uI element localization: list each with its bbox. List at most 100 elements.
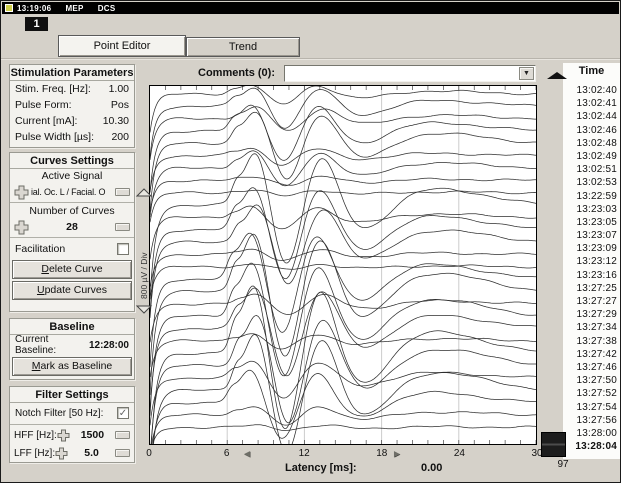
stimulation-parameters-panel: Stimulation Parameters Stim. Freq. [Hz]:…: [9, 64, 135, 148]
time-row[interactable]: 13:28:04: [575, 441, 617, 453]
lff-label: LFF [Hz]:: [14, 447, 56, 459]
time-row[interactable]: 13:23:07: [576, 230, 617, 242]
filter-settings-title: Filter Settings: [10, 387, 134, 403]
divider: [10, 237, 134, 238]
update-curves-button[interactable]: Update Curves: [12, 281, 132, 300]
curve-count-cross-icon[interactable]: [14, 220, 29, 235]
number-of-curves-row: 28: [10, 218, 134, 236]
param-row: Stim. Freq. [Hz]: 1.00: [15, 83, 129, 95]
titlebar: 13:19:06 MEP DCS: [2, 2, 619, 14]
param-row: Current [mA]: 10.30: [15, 115, 129, 127]
scale-arrow-up-icon: [135, 188, 153, 197]
comments-label: Comments (0):: [198, 67, 276, 79]
hff-slider[interactable]: [115, 431, 130, 439]
time-row[interactable]: 13:23:03: [576, 203, 617, 215]
time-row[interactable]: 13:23:05: [576, 216, 617, 228]
time-row[interactable]: 13:27:50: [576, 375, 617, 387]
time-row[interactable]: 13:02:41: [576, 98, 617, 110]
notch-filter-row: Notch Filter [50 Hz]: ✓: [10, 403, 134, 423]
time-row[interactable]: 13:23:09: [576, 243, 617, 255]
x-tick-label: 0: [146, 448, 152, 459]
filter-settings-panel: Filter Settings Notch Filter [50 Hz]: ✓ …: [9, 386, 135, 463]
current-baseline-label: Current Baseline:: [15, 334, 57, 356]
time-row[interactable]: 13:02:49: [576, 150, 617, 162]
x-tick-label: 12: [298, 448, 310, 459]
hff-value: 1500: [80, 429, 105, 441]
trace-plot: [149, 84, 537, 482]
time-column-header: Time: [578, 65, 605, 77]
time-row[interactable]: 13:02:53: [576, 177, 617, 189]
tab-point-editor[interactable]: Point Editor: [58, 35, 186, 57]
latency-value: 0.00: [421, 462, 443, 474]
mark-as-baseline-button[interactable]: Mark as Baseline: [12, 357, 132, 376]
lff-slider[interactable]: [115, 449, 130, 457]
time-row[interactable]: 13:27:52: [576, 388, 617, 400]
facilitation-row: Facilitation: [10, 239, 134, 258]
hff-label: HFF [Hz]:: [14, 429, 57, 441]
time-row[interactable]: 13:23:16: [576, 269, 617, 281]
current-sweep-marker: [541, 432, 566, 457]
sweep-counter: 97: [557, 459, 569, 470]
time-row[interactable]: 13:02:44: [576, 111, 617, 123]
app-icon: [5, 4, 13, 12]
titlebar-time: 13:19:06: [17, 3, 52, 13]
time-row[interactable]: 13:27:25: [576, 282, 617, 294]
chevron-down-icon[interactable]: ▼: [519, 67, 534, 80]
hff-row: HFF [Hz]: 1500: [10, 426, 134, 444]
baseline-panel: Baseline Current Baseline: 12:28:00 Mark…: [9, 318, 135, 380]
time-row[interactable]: 13:27:29: [576, 309, 617, 321]
time-row[interactable]: 13:27:42: [576, 348, 617, 360]
x-tick-label: 6: [223, 448, 230, 459]
time-row[interactable]: 13:23:12: [576, 256, 617, 268]
number-of-curves-value: 28: [66, 221, 78, 233]
current-baseline-row: Current Baseline: 12:28:00: [10, 334, 134, 356]
time-row[interactable]: 13:27:34: [576, 322, 617, 334]
tab-trend[interactable]: Trend: [186, 37, 300, 57]
facilitation-label: Facilitation: [15, 242, 66, 255]
facilitation-checkbox[interactable]: [117, 242, 129, 255]
active-signal-slider[interactable]: [115, 188, 130, 196]
time-row[interactable]: 13:02:40: [576, 85, 617, 96]
tabs-divider: [1, 58, 620, 60]
comments-dropdown[interactable]: ▼: [284, 65, 536, 82]
time-row[interactable]: 13:02:46: [576, 124, 617, 136]
cursor-right-arrow-icon[interactable]: ►: [392, 449, 402, 460]
titlebar-mode: DCS: [97, 3, 116, 13]
curve-count-slider[interactable]: [115, 223, 130, 231]
cursor-left-arrow-icon[interactable]: ◄: [242, 449, 252, 460]
notch-filter-checkbox[interactable]: ✓: [117, 407, 129, 419]
baseline-title: Baseline: [10, 319, 134, 335]
delete-curve-button[interactable]: Delete Curve: [12, 260, 132, 279]
divider: [10, 202, 134, 203]
active-signal-label: Active Signal: [41, 170, 103, 182]
latency-label: Latency [ms]:: [285, 462, 357, 474]
waveform-chart[interactable]: [149, 84, 537, 482]
curves-settings-title: Curves Settings: [10, 153, 134, 169]
time-row[interactable]: 13:27:56: [576, 414, 617, 426]
vertical-scale-widget[interactable]: 800 µV / Div: [135, 187, 153, 315]
active-signal-row: ial. Oc. L / Facial. O: [10, 183, 134, 201]
time-row[interactable]: 13:27:38: [576, 335, 617, 347]
time-row[interactable]: 13:02:51: [576, 164, 617, 176]
scroll-up-icon[interactable]: [547, 72, 567, 79]
time-row[interactable]: 13:27:27: [576, 296, 617, 307]
time-row[interactable]: 13:27:46: [576, 361, 617, 373]
stim-rows: Stim. Freq. [Hz]: 1.00 Pulse Form: Pos Curre…: [10, 81, 134, 145]
param-row: Pulse Form: Pos: [15, 99, 129, 111]
titlebar-app-name: MEP: [65, 3, 84, 13]
time-row[interactable]: 13:27:54: [576, 401, 617, 413]
time-row[interactable]: 13:28:00: [576, 427, 617, 439]
curves-settings-panel: Curves Settings Active Signal ial. Oc. L…: [9, 152, 135, 312]
time-row[interactable]: 13:22:59: [576, 190, 617, 202]
lff-value: 5.0: [84, 447, 99, 459]
number-of-curves-label: Number of Curves: [29, 205, 115, 217]
lff-cross-icon[interactable]: [55, 447, 68, 460]
signal-select-cross-icon[interactable]: [14, 185, 29, 200]
time-row[interactable]: 13:02:48: [576, 137, 617, 149]
divider: [10, 424, 134, 425]
time-panel: Time 13:02:40 13:02:41 13:02:44 13:02:46 13:…: [563, 63, 620, 459]
window-number-badge: 1: [25, 17, 48, 31]
scale-arrow-down-icon: [135, 305, 153, 314]
hff-cross-icon[interactable]: [57, 429, 70, 442]
